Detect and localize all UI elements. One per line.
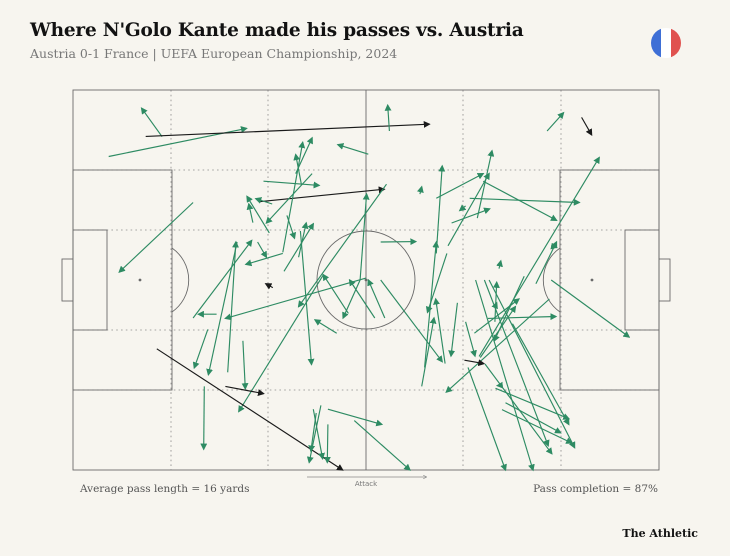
pass-arrow-completed	[496, 259, 503, 269]
pass-arrow-completed	[448, 302, 458, 358]
pass-arrow-completed	[263, 180, 321, 189]
pass-arrow-completed	[469, 197, 581, 206]
pass-arrow-completed	[476, 149, 495, 219]
pass-arrow-completed	[425, 253, 448, 314]
pass-arrow-completed	[348, 278, 376, 319]
pass-arrow-completed	[265, 173, 313, 225]
pass-arrow-completed	[484, 363, 553, 455]
pass-arrow-completed	[478, 156, 600, 357]
pass-arrow-completed	[535, 240, 558, 285]
pass-arrow-completed	[465, 321, 477, 358]
pass-arrow-completed	[435, 164, 446, 254]
left-penalty-box	[72, 169, 173, 391]
pass-arrow-completed	[479, 305, 517, 358]
pass-arrow-completed	[299, 230, 315, 366]
pass-arrow-incomplete	[259, 186, 386, 203]
pass-arrow-completed	[298, 221, 309, 258]
pass-arrow-completed	[246, 202, 254, 223]
pass-arrow-incomplete	[464, 359, 486, 367]
pass-arrow-completed	[493, 280, 500, 322]
pass-arrow-completed	[336, 143, 369, 155]
pass-arrow-incomplete	[264, 283, 274, 290]
pass-arrow-completed	[246, 195, 270, 234]
pass-arrow-completed	[550, 279, 631, 338]
pass-arrow-completed	[206, 241, 238, 376]
pass-arrow-completed	[283, 222, 315, 272]
pass-arrow-completed	[306, 405, 322, 464]
pass-arrow-completed	[342, 279, 361, 320]
pass-arrow-incomplete	[225, 385, 265, 396]
pass-arrow-completed	[384, 103, 392, 132]
pass-arrow-completed	[293, 153, 303, 186]
right-penalty-box	[559, 169, 660, 391]
pass-completion: Pass completion = 87%	[533, 483, 658, 495]
pass-arrow-completed	[254, 197, 273, 205]
pass-arrow-completed	[505, 402, 562, 434]
pass-arrow-completed	[241, 340, 249, 391]
pass-arrow-incomplete	[145, 120, 431, 137]
pass-arrow-completed	[327, 408, 384, 427]
pass-arrow-completed	[546, 111, 565, 132]
attack-label: Attack	[355, 480, 378, 488]
pass-arrow-completed	[257, 241, 268, 259]
pass-arrow-completed	[447, 172, 490, 247]
pass-arrow-completed	[224, 277, 367, 321]
pass-arrow-completed	[433, 297, 446, 364]
pass-arrow-completed	[421, 316, 437, 387]
pass-arrow-completed	[359, 192, 370, 281]
left-six-yard-box	[72, 229, 108, 331]
right-six-yard-box	[624, 229, 660, 331]
pass-arrow-completed	[322, 273, 349, 314]
france-flag-icon	[651, 28, 681, 58]
pass-arrow-completed	[417, 185, 424, 195]
attack-direction: Attack	[307, 477, 426, 488]
pass-arrow-completed	[451, 207, 491, 224]
pass-arrow-completed	[458, 204, 467, 212]
pass-arrow-incomplete	[581, 117, 593, 136]
left-goal	[61, 258, 74, 302]
pass-arrow-completed	[475, 279, 535, 472]
pass-arrow-completed	[192, 239, 253, 319]
chart-title: Where N'Golo Kante made his passes vs. A…	[30, 20, 524, 41]
pass-arrow-completed	[192, 329, 209, 370]
avg-pass-length: Average pass length = 16 yards	[80, 483, 250, 495]
pass-arrow-completed	[501, 409, 573, 444]
pass-arrow-completed	[436, 172, 485, 199]
brand-logo: The Athletic	[622, 527, 698, 540]
pass-arrow-completed	[140, 107, 163, 138]
pass-arrow-completed	[313, 319, 338, 334]
pass-arrow-completed	[282, 141, 306, 253]
pass-arrow-completed	[227, 240, 239, 373]
pass-arrow-completed	[488, 279, 576, 449]
pass-arrow-completed	[238, 274, 324, 413]
pass-arrow-incomplete	[156, 348, 344, 471]
pass-arrow-completed	[467, 367, 507, 472]
pass-arrow-completed	[495, 387, 571, 420]
pass-arrow-completed	[323, 424, 331, 464]
pass-arrow-completed	[380, 279, 444, 363]
pass-arrow-completed	[511, 323, 570, 426]
pass-arrow-completed	[297, 183, 387, 308]
pass-arrow-completed	[445, 298, 550, 394]
passes-layer	[108, 103, 631, 472]
pass-arrow-completed	[244, 252, 283, 267]
pass-arrow-completed	[286, 215, 297, 240]
pass-arrow-completed	[118, 202, 194, 273]
pass-arrow-completed	[200, 386, 208, 451]
pass-arrow-completed	[308, 412, 317, 453]
pass-arrow-completed	[367, 278, 386, 319]
pass-arrow-completed	[312, 409, 325, 460]
pass-arrow-completed	[353, 420, 411, 471]
right-goal	[658, 258, 671, 302]
chart-subtitle: Austria 0-1 France | UEFA European Champ…	[30, 46, 398, 61]
